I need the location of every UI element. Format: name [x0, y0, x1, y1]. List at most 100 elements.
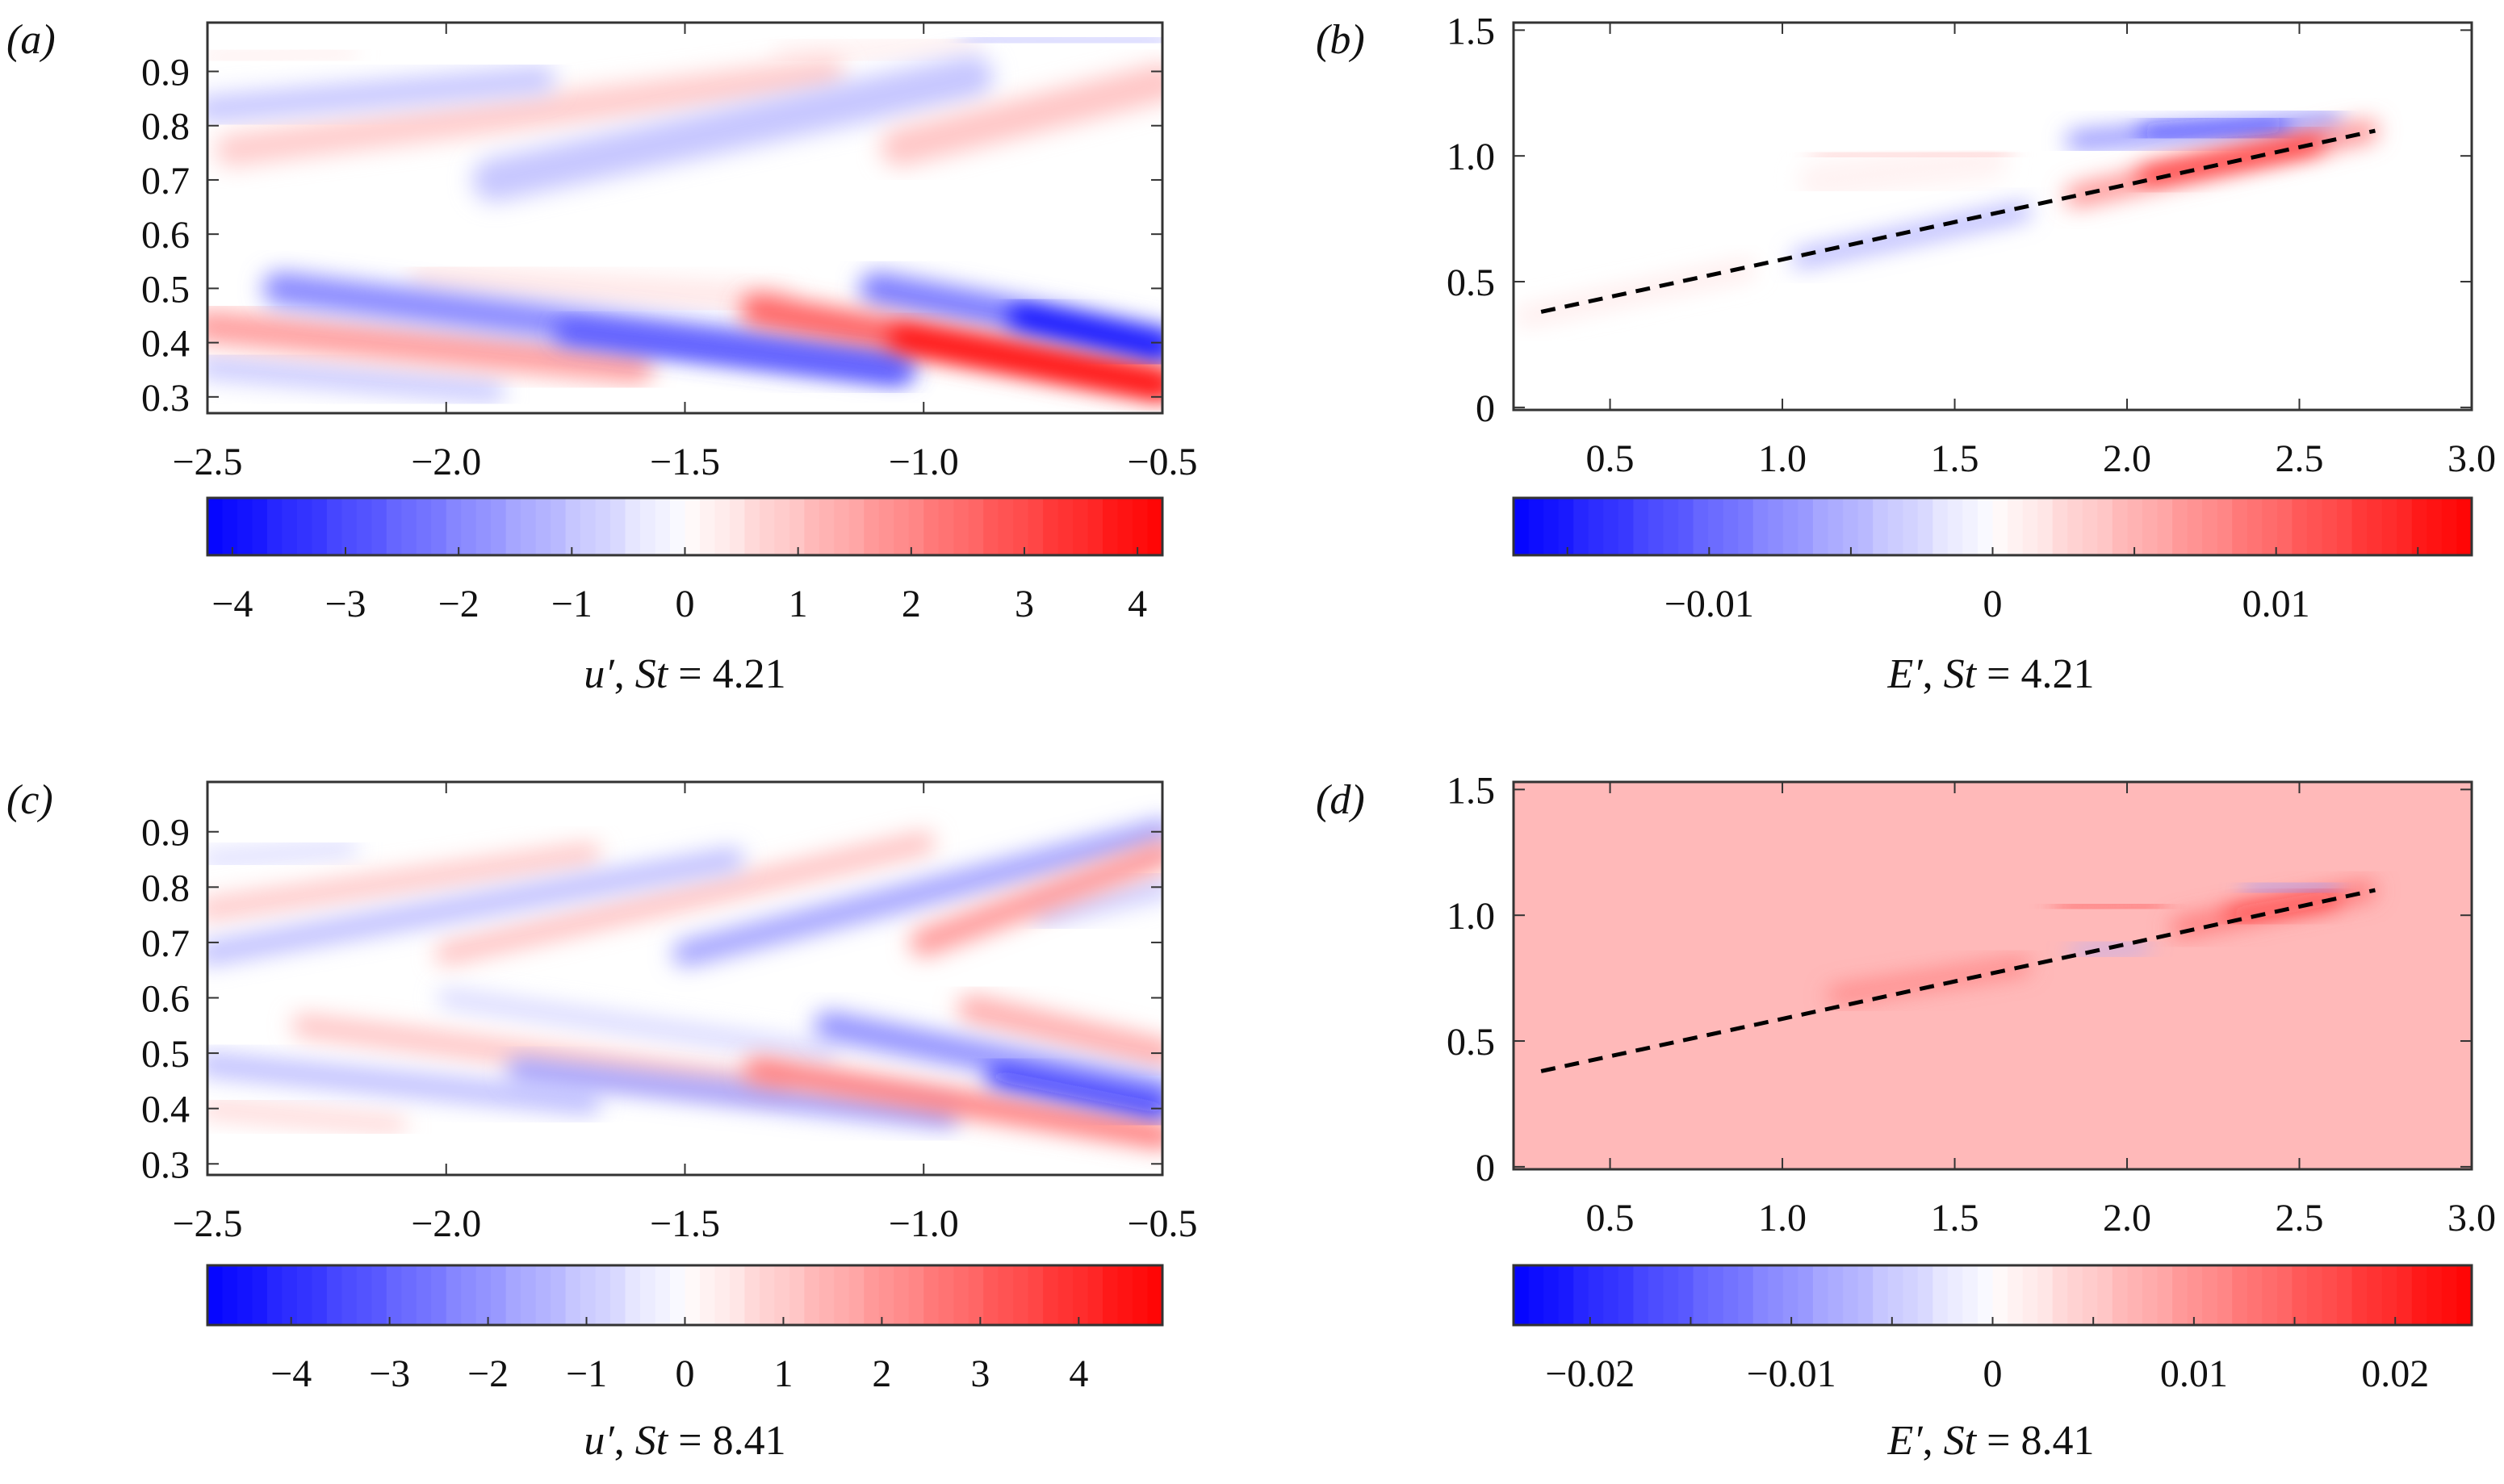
- y-tick-label: 0.7: [141, 922, 190, 965]
- colorbar-swatch: [1588, 1265, 1605, 1325]
- y-tick-label: 0.3: [141, 1143, 190, 1186]
- x-tick-label: 0.5: [1586, 437, 1635, 480]
- colorbar-swatch: [535, 1265, 552, 1325]
- x-tick-label: −0.5: [1127, 1202, 1197, 1245]
- colorbar-swatch: [1528, 1265, 1545, 1325]
- colorbar-swatch: [1708, 1265, 1724, 1325]
- colorbar-label-d: E′ St 8.41: [1514, 1417, 2468, 1465]
- colorbar-tick-label: −2: [467, 1352, 509, 1395]
- colorbar-swatch: [1057, 1265, 1074, 1325]
- x-tick-label: −2.5: [172, 1202, 242, 1245]
- colorbar-swatch: [595, 1265, 612, 1325]
- colorbar-swatch: [1768, 498, 1784, 555]
- colorbar-swatch: [1117, 498, 1134, 555]
- colorbar-swatch: [2262, 1265, 2278, 1325]
- colorbar-swatch: [475, 1265, 492, 1325]
- colorbar-swatch: [1514, 498, 1530, 555]
- colorbar: −4 −3 −2 −1 0 1 2 3 4: [206, 496, 1164, 625]
- colorbar-swatch: [729, 1265, 746, 1325]
- colorbar-swatch: [1693, 498, 1710, 555]
- contour-feature: [814, 1011, 1162, 1106]
- y-tick-label: 1.0: [1447, 895, 1495, 938]
- colorbar-swatch: [1573, 498, 1589, 555]
- y-tick-label: 0.6: [141, 978, 190, 1021]
- colorbar-swatch: [386, 498, 403, 555]
- contour-feature: [2242, 880, 2339, 896]
- colorbar-swatch: [521, 498, 537, 555]
- contour-feature: [960, 27, 1162, 52]
- colorbar-swatch: [1588, 498, 1605, 555]
- contour-feature: [207, 841, 358, 867]
- colorbar-label-c: u′ St 8.41: [207, 1417, 1162, 1465]
- x-tick-label: 1.0: [1758, 1197, 1807, 1239]
- colorbar-swatch: [1782, 498, 1799, 555]
- colorbar-swatch: [237, 1265, 253, 1325]
- colorbar-swatch: [1708, 498, 1724, 555]
- colorbar-swatch: [2187, 1265, 2204, 1325]
- colorbar-tick-label: −3: [325, 583, 366, 625]
- colorbar-swatch: [998, 498, 1015, 555]
- colorbar-swatch: [446, 498, 463, 555]
- colorbar-swatch: [699, 1265, 716, 1325]
- colorbar-swatch: [401, 1265, 417, 1325]
- colorbar-swatch: [938, 1265, 955, 1325]
- contour-feature: [435, 831, 935, 965]
- colorbar-swatch: [1768, 1265, 1784, 1325]
- colorbar-swatch: [953, 1265, 969, 1325]
- colorbar-swatch: [968, 498, 985, 555]
- colorbar-swatch: [341, 498, 358, 555]
- colorbar-swatch: [923, 498, 940, 555]
- label-value: 4.21: [2020, 651, 2095, 697]
- colorbar-swatch: [2232, 1265, 2248, 1325]
- colorbar-swatch: [2427, 498, 2443, 555]
- colorbar-swatch: [1947, 1265, 1964, 1325]
- colorbar-swatch: [1103, 498, 1119, 555]
- y-tick-label: 1.0: [1447, 136, 1495, 178]
- colorbar-swatch: [759, 498, 776, 555]
- colorbar-swatch: [894, 1265, 910, 1325]
- colorbar-swatch: [878, 1265, 895, 1325]
- colorbar-swatch: [1887, 498, 1904, 555]
- colorbar-swatch: [1992, 498, 2009, 555]
- colorbar-swatch: [1917, 1265, 1934, 1325]
- contour-feature: [672, 819, 1162, 967]
- contour-field: [207, 819, 1162, 1149]
- colorbar-swatch: [2322, 1265, 2339, 1325]
- colorbar-swatch: [1887, 1265, 1904, 1325]
- colorbar-swatch: [2142, 498, 2159, 555]
- colorbar-swatch: [848, 498, 865, 555]
- colorbar-swatch: [804, 1265, 820, 1325]
- colorbar-swatch: [2411, 1265, 2428, 1325]
- colorbar-swatch: [968, 1265, 985, 1325]
- colorbar-swatch: [282, 498, 298, 555]
- label-value: 8.41: [712, 1418, 786, 1464]
- colorbar-swatch: [640, 1265, 656, 1325]
- colorbar-swatch: [2172, 1265, 2188, 1325]
- colorbar-swatch: [1618, 1265, 1635, 1325]
- y-tick-label: 0: [1476, 387, 1495, 430]
- colorbar-swatch: [2127, 498, 2143, 555]
- colorbar-swatch: [894, 498, 910, 555]
- contour-feature: [472, 55, 994, 202]
- colorbar-swatch: [1103, 1265, 1119, 1325]
- colorbar-tick-label: −0.01: [1664, 583, 1754, 625]
- contour-feature: [986, 1067, 1162, 1117]
- contour-feature: [1810, 147, 2013, 162]
- colorbar-swatch: [207, 498, 224, 555]
- panel-label-c: (c): [6, 777, 53, 823]
- colorbar-swatch: [2082, 498, 2099, 555]
- colorbar-swatch: [222, 498, 238, 555]
- colorbar-tick-label: 3: [970, 1352, 990, 1395]
- colorbar-swatch: [2067, 498, 2083, 555]
- colorbar-swatch: [565, 1265, 582, 1325]
- colorbar-swatch: [2067, 1265, 2083, 1325]
- colorbar-swatch: [759, 1265, 776, 1325]
- x-tick-label: 1.5: [1931, 437, 1979, 480]
- colorbar-swatch: [2381, 498, 2398, 555]
- colorbar-swatch: [714, 498, 731, 555]
- colorbar-swatch: [2082, 1265, 2099, 1325]
- colorbar-swatch: [2112, 498, 2129, 555]
- y-tick-label: 0: [1476, 1147, 1495, 1189]
- contour-feature: [555, 320, 911, 384]
